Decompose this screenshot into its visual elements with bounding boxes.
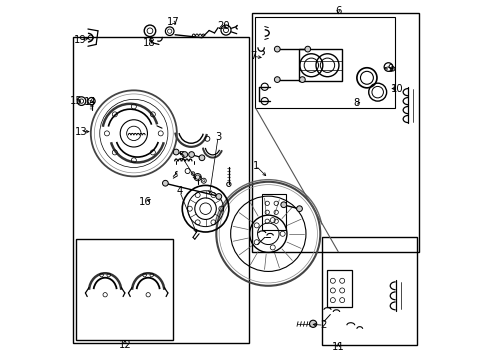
Text: 2: 2 [321, 320, 327, 330]
Circle shape [274, 46, 280, 52]
Circle shape [296, 206, 302, 212]
Circle shape [281, 202, 287, 208]
Circle shape [274, 77, 280, 82]
Text: 14: 14 [84, 97, 97, 107]
Text: 6: 6 [335, 6, 342, 16]
Circle shape [305, 46, 311, 52]
Text: 20: 20 [217, 21, 230, 31]
Bar [252, 13, 419, 252]
Circle shape [216, 194, 221, 199]
Bar [76, 239, 172, 339]
Bar [73, 37, 248, 343]
Text: 10: 10 [391, 84, 404, 94]
Circle shape [196, 175, 200, 179]
Text: 7: 7 [250, 51, 256, 61]
Circle shape [173, 149, 179, 155]
Text: 17: 17 [167, 17, 180, 27]
Text: 8: 8 [353, 98, 359, 108]
Text: 1: 1 [252, 161, 259, 171]
Text: 18: 18 [143, 38, 155, 48]
Bar [322, 237, 417, 345]
Circle shape [191, 172, 195, 175]
Text: 13: 13 [74, 127, 87, 136]
Circle shape [199, 155, 205, 161]
Circle shape [189, 152, 195, 157]
Circle shape [310, 320, 317, 327]
Bar [299, 49, 342, 81]
Circle shape [182, 152, 188, 157]
Text: 19: 19 [74, 35, 86, 45]
Text: 16: 16 [139, 197, 152, 207]
Text: 3: 3 [215, 132, 221, 142]
Circle shape [299, 77, 305, 82]
Text: 11: 11 [332, 342, 344, 352]
Bar [327, 270, 352, 307]
Bar [255, 17, 395, 108]
Text: 9: 9 [387, 64, 393, 74]
Text: 15: 15 [70, 96, 83, 106]
Circle shape [163, 180, 168, 186]
Text: 4: 4 [176, 186, 183, 197]
Text: 5: 5 [178, 150, 184, 161]
Bar [262, 194, 286, 230]
Text: 12: 12 [119, 340, 131, 350]
